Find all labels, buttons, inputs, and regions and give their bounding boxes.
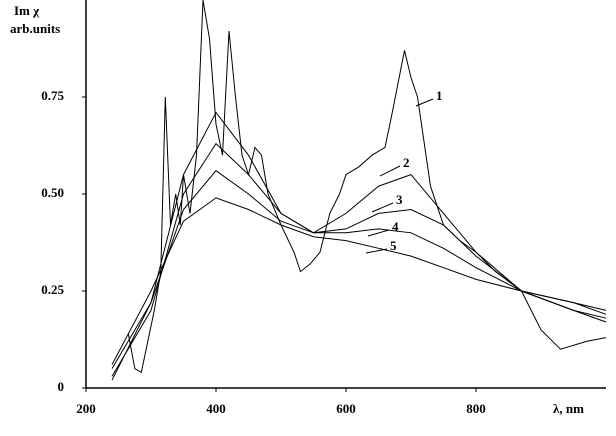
y-tick-label: 0 bbox=[58, 379, 65, 394]
y-tick-label: 0.50 bbox=[41, 185, 64, 200]
y-axis-label: Im χ bbox=[14, 3, 40, 18]
y-tick-label: 0.75 bbox=[41, 88, 64, 103]
x-tick-label: 200 bbox=[76, 401, 96, 416]
leader-line bbox=[371, 202, 394, 213]
leader-line bbox=[367, 229, 390, 237]
leader-line bbox=[379, 165, 401, 177]
series-label: 3 bbox=[396, 192, 403, 207]
x-tick-label: 800 bbox=[466, 401, 486, 416]
y-tick-label: 0.25 bbox=[41, 282, 64, 297]
x-tick-label: 600 bbox=[336, 401, 356, 416]
line bbox=[127, 0, 607, 374]
leader-line bbox=[365, 248, 388, 254]
leader-line bbox=[415, 98, 434, 107]
series-label: 2 bbox=[403, 155, 410, 170]
line bbox=[111, 111, 607, 381]
y-axis-label: arb.units bbox=[10, 21, 60, 36]
x-tick-label: 400 bbox=[206, 401, 226, 416]
line bbox=[111, 142, 607, 377]
line bbox=[111, 170, 607, 369]
series-label: 5 bbox=[390, 238, 397, 253]
x-axis-label: λ, nm bbox=[553, 401, 584, 416]
line bbox=[111, 197, 607, 365]
series-label: 1 bbox=[436, 88, 443, 103]
series-label: 4 bbox=[392, 219, 399, 234]
